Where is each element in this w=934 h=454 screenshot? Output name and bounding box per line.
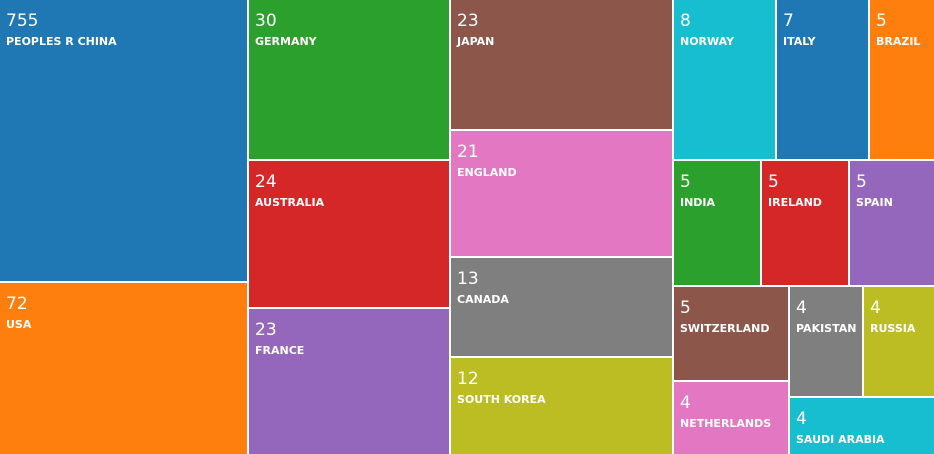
tile-label: PAKISTAN — [796, 322, 856, 335]
tile-label: SOUTH KOREA — [457, 393, 546, 406]
tile-value: 7 — [783, 11, 794, 31]
tile — [674, 382, 788, 454]
tile-label: FRANCE — [255, 344, 304, 357]
tile-value: 4 — [870, 298, 881, 318]
tile-label: IRELAND — [768, 196, 822, 209]
tile-label: NETHERLANDS — [680, 417, 771, 430]
tile-label: AUSTRALIA — [255, 196, 325, 209]
tile — [790, 287, 862, 396]
tile-label: NORWAY — [680, 35, 735, 48]
tile-value: 5 — [856, 172, 867, 192]
tile — [777, 0, 868, 159]
tile — [870, 0, 934, 159]
tile-value: 5 — [680, 298, 691, 318]
tile-label: BRAZIL — [876, 35, 920, 48]
tile-value: 13 — [457, 269, 479, 289]
tile-value: 4 — [796, 298, 807, 318]
tile-value: 30 — [255, 11, 277, 31]
tile-label: RUSSIA — [870, 322, 916, 335]
tile — [451, 358, 672, 454]
tile-value: 23 — [457, 11, 479, 31]
tile — [249, 309, 449, 454]
tile-label: ENGLAND — [457, 166, 517, 179]
tile — [762, 161, 848, 285]
tile-value: 24 — [255, 172, 277, 192]
tile-label: CANADA — [457, 293, 509, 306]
tile-label: PEOPLES R CHINA — [6, 35, 117, 48]
tile — [451, 258, 672, 356]
tile — [451, 0, 672, 129]
tile — [790, 398, 934, 454]
tile-value: 4 — [796, 409, 807, 429]
tile-label: USA — [6, 318, 32, 331]
tile-value: 21 — [457, 142, 479, 162]
tile-value: 5 — [768, 172, 779, 192]
tile — [451, 131, 672, 256]
tile — [864, 287, 934, 396]
tile — [674, 0, 775, 159]
tile-label: ITALY — [783, 35, 817, 48]
tile — [674, 161, 760, 285]
tile-value: 4 — [680, 393, 691, 413]
tile-label: SPAIN — [856, 196, 893, 209]
tile-value: 5 — [680, 172, 691, 192]
tile-label: JAPAN — [456, 35, 494, 48]
tile-label: GERMANY — [255, 35, 318, 48]
tile-value: 12 — [457, 369, 479, 389]
tile — [249, 0, 449, 159]
tile — [0, 283, 247, 454]
tile-label: INDIA — [680, 196, 716, 209]
tile — [249, 161, 449, 307]
tile-value: 72 — [6, 294, 28, 314]
tile — [850, 161, 934, 285]
tile-value: 755 — [6, 11, 38, 31]
tile — [0, 0, 247, 281]
tile-value: 5 — [876, 11, 887, 31]
tile-value: 8 — [680, 11, 691, 31]
tile — [674, 287, 788, 380]
tile-value: 23 — [255, 320, 277, 340]
tile-label: SWITZERLAND — [680, 322, 769, 335]
tile-label: SAUDI ARABIA — [796, 433, 885, 446]
